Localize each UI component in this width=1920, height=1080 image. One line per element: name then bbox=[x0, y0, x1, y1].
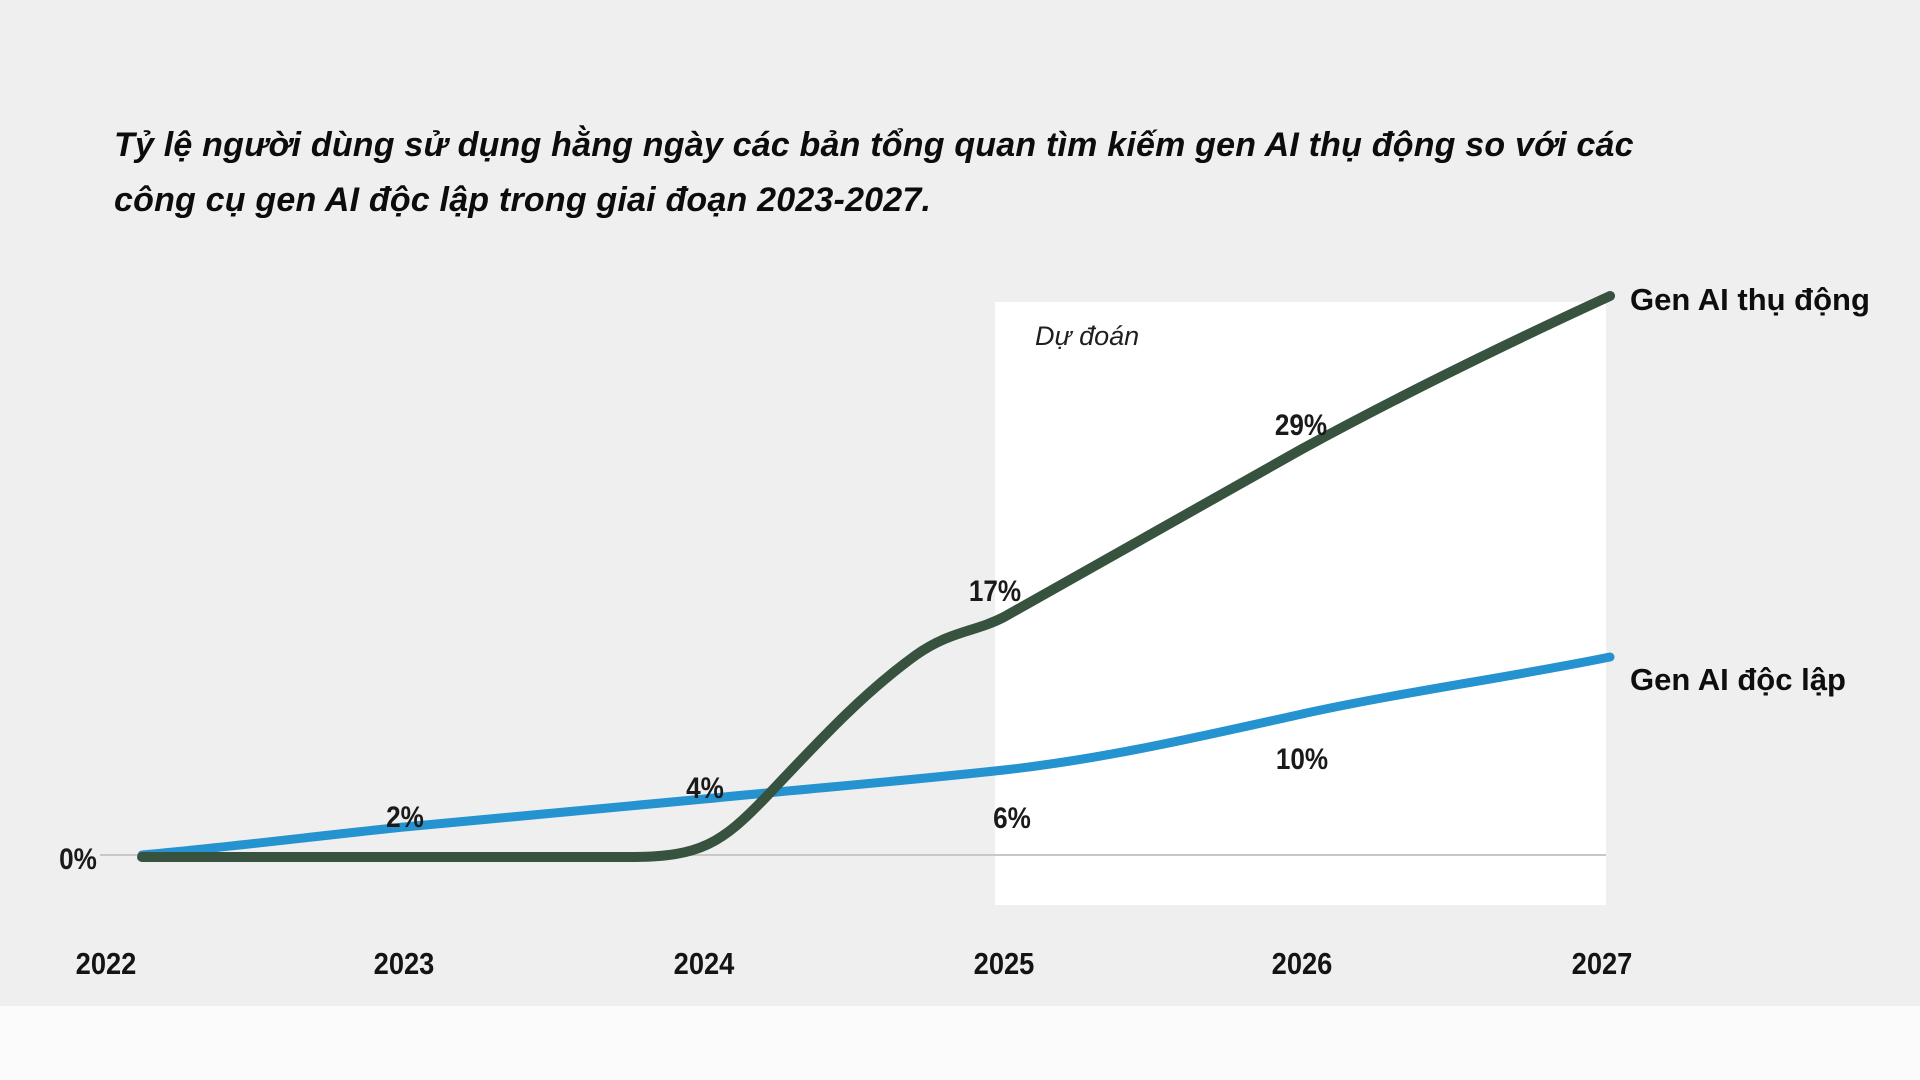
x-tick-2024: 2024 bbox=[673, 946, 735, 981]
x-tick-2022: 2022 bbox=[75, 946, 137, 981]
x-tick-2025: 2025 bbox=[973, 946, 1035, 981]
value-label-29: 29% bbox=[1274, 409, 1328, 442]
forecast-region bbox=[995, 302, 1606, 905]
value-label-10: 10% bbox=[1275, 743, 1329, 776]
value-label-6: 6% bbox=[993, 802, 1031, 835]
passive-line bbox=[137, 291, 1615, 862]
legend-standalone-label: Gen AI độc lập bbox=[1630, 662, 1846, 697]
bottom-margin-strip bbox=[0, 1006, 1920, 1080]
x-tick-2026: 2026 bbox=[1271, 946, 1333, 981]
value-label-0: 0% bbox=[59, 843, 97, 876]
value-label-2: 2% bbox=[386, 801, 424, 834]
x-tick-2023: 2023 bbox=[373, 946, 435, 981]
chart-title-line1: Tỷ lệ người dùng sử dụng hằng ngày các b… bbox=[114, 126, 1634, 164]
chart-title: Tỷ lệ người dùng sử dụng hằng ngày các b… bbox=[114, 118, 1814, 228]
legend-passive-label: Gen AI thụ động bbox=[1630, 282, 1870, 317]
standalone-line bbox=[137, 652, 1615, 860]
chart-title-line2: công cụ gen AI độc lập trong giai đoạn 2… bbox=[114, 181, 932, 220]
value-label-4: 4% bbox=[686, 772, 724, 805]
value-label-17: 17% bbox=[968, 575, 1022, 608]
x-tick-2027: 2027 bbox=[1571, 946, 1633, 981]
forecast-label: Dự đoán bbox=[1035, 321, 1140, 351]
